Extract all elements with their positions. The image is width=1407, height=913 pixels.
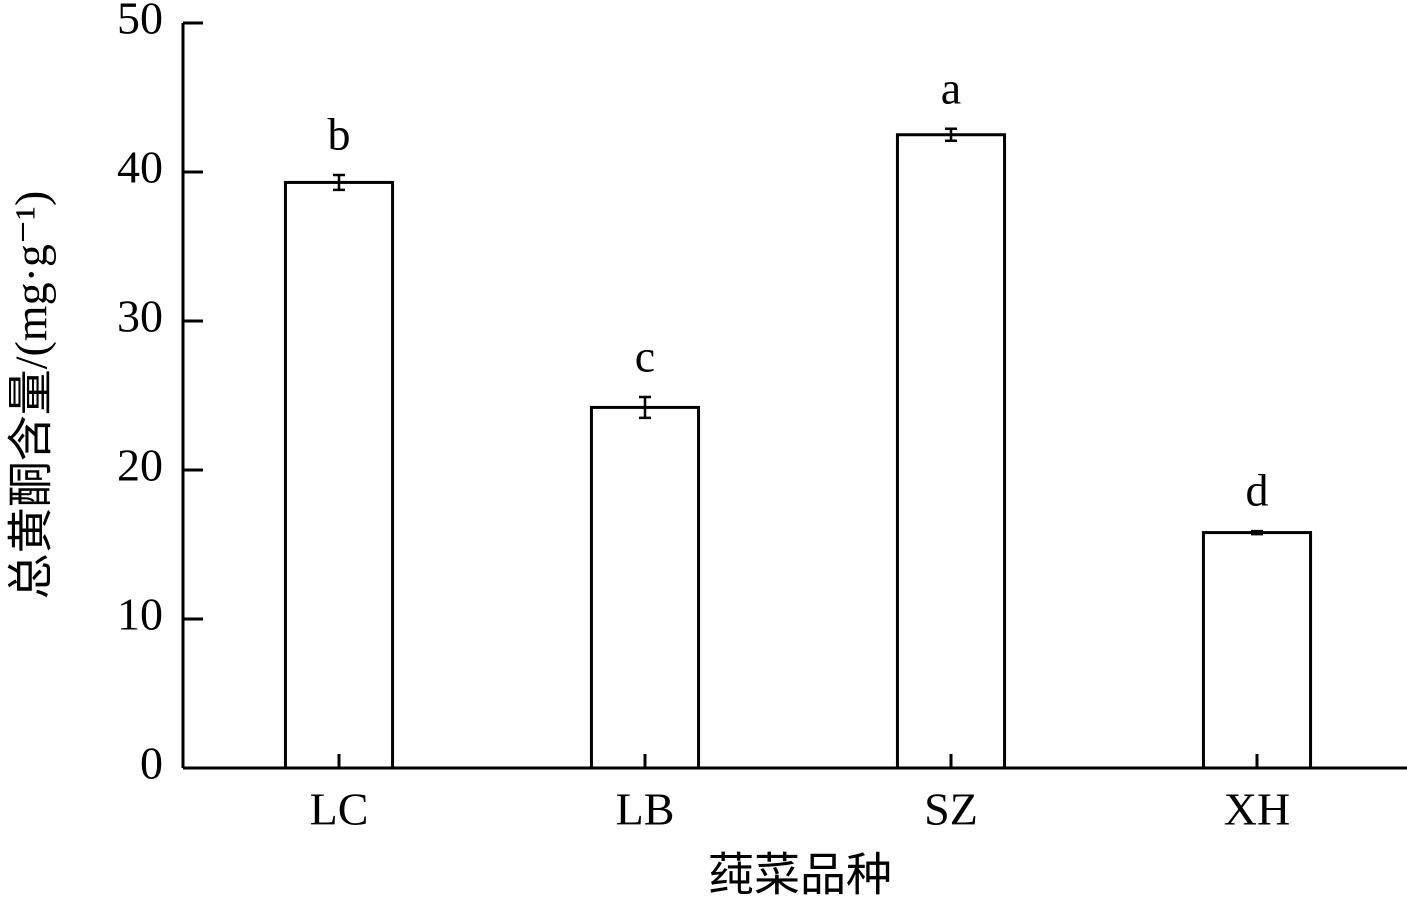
bar	[895, 133, 1007, 770]
y-tick-label: 50	[117, 0, 163, 44]
error-bar	[333, 173, 345, 192]
y-tick-label: 40	[117, 142, 163, 193]
significance-label: a	[941, 62, 961, 113]
bar	[1201, 531, 1313, 770]
significance-label: c	[635, 331, 655, 382]
error-bar	[1251, 529, 1263, 536]
y-axis-title: 总黄酮含量/(mg·g⁻¹)	[6, 191, 57, 600]
y-tick-label: 0	[140, 738, 163, 789]
x-tick-label: XH	[1224, 784, 1290, 835]
x-axis-title: 莼菜品种	[708, 850, 892, 901]
x-tick-label: LB	[616, 784, 675, 835]
y-tick-label: 10	[117, 589, 163, 640]
significance-label: d	[1246, 465, 1269, 516]
significance-label: b	[328, 109, 351, 160]
bar	[589, 405, 701, 770]
error-bar	[945, 127, 957, 142]
bar	[283, 180, 395, 770]
y-tick-label: 20	[117, 440, 163, 491]
error-bar	[639, 395, 651, 420]
y-tick-label: 30	[117, 291, 163, 342]
x-tick-label: SZ	[924, 784, 978, 835]
x-tick-label: LC	[310, 784, 369, 835]
